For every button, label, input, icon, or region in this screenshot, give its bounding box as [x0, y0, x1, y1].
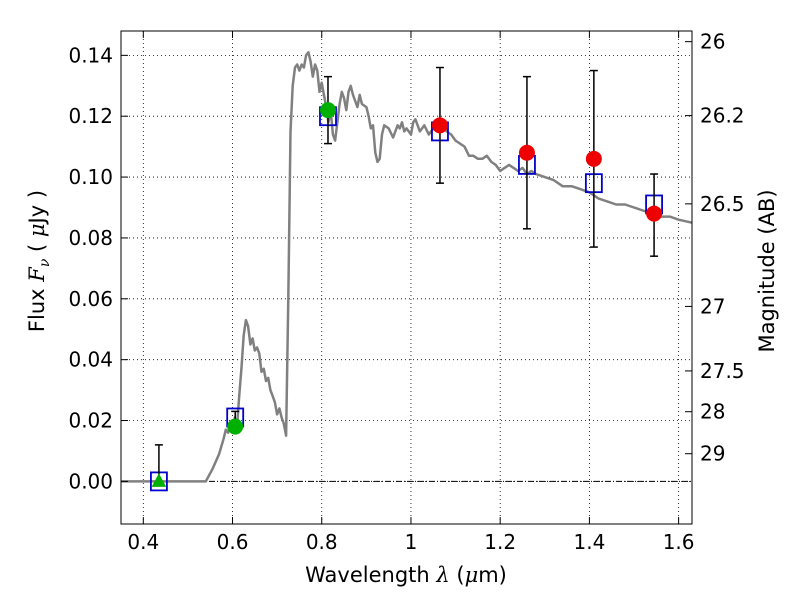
- y-tick-label: 0.06: [68, 287, 113, 311]
- y-tick-label: 0.12: [68, 104, 113, 128]
- y-tick-label: 0.04: [68, 348, 113, 372]
- observed-point: [585, 150, 602, 167]
- x-tick-label: 0.4: [127, 530, 159, 554]
- right-tick-label: 29: [700, 442, 725, 466]
- y-tick-label: 0.02: [68, 409, 113, 433]
- x-tick-label: 1.2: [484, 530, 516, 554]
- observed-point: [518, 144, 535, 161]
- grid-lines: [121, 31, 692, 524]
- y-tick-label: 0.00: [68, 469, 113, 493]
- x-tick-label: 1: [405, 530, 418, 554]
- observed-point: [227, 418, 244, 435]
- y-tick-label: 0.10: [68, 165, 113, 189]
- observed-points: [151, 102, 663, 487]
- observed-triangle: [151, 473, 167, 487]
- x-axis-title: Wavelength λ (μm): [305, 563, 507, 587]
- y-tick-label: 0.14: [68, 43, 113, 67]
- x-tick-label: 0.8: [306, 530, 338, 554]
- x-tick-label: 1.4: [573, 530, 605, 554]
- axis-ticks: 0.4 0.6 0.8 1 1.2 1.4 1.6 0.00 0.02 0.04 0.06 0.08 0…: [68, 30, 744, 554]
- x-tick-label: 0.6: [217, 530, 249, 554]
- y-axis-title: Flux Fν ( μJy ): [25, 190, 53, 332]
- right-tick-label: 28: [700, 400, 725, 424]
- right-tick-label: 27: [700, 294, 725, 318]
- y-tick-label: 0.08: [68, 226, 113, 250]
- right-tick-label: 27.5: [700, 359, 745, 383]
- plot-frame: [120, 30, 693, 525]
- right-tick-label: 26.2: [700, 104, 745, 128]
- right-tick-label: 26: [700, 30, 725, 54]
- x-tick-label: 1.6: [663, 530, 695, 554]
- right-axis-title: Magnitude (AB): [755, 189, 779, 352]
- model-spectrum-line: [121, 51, 693, 483]
- right-tick-label: 26.5: [700, 192, 745, 216]
- observed-point: [319, 102, 336, 119]
- observed-point: [646, 205, 663, 222]
- observed-point: [431, 117, 448, 134]
